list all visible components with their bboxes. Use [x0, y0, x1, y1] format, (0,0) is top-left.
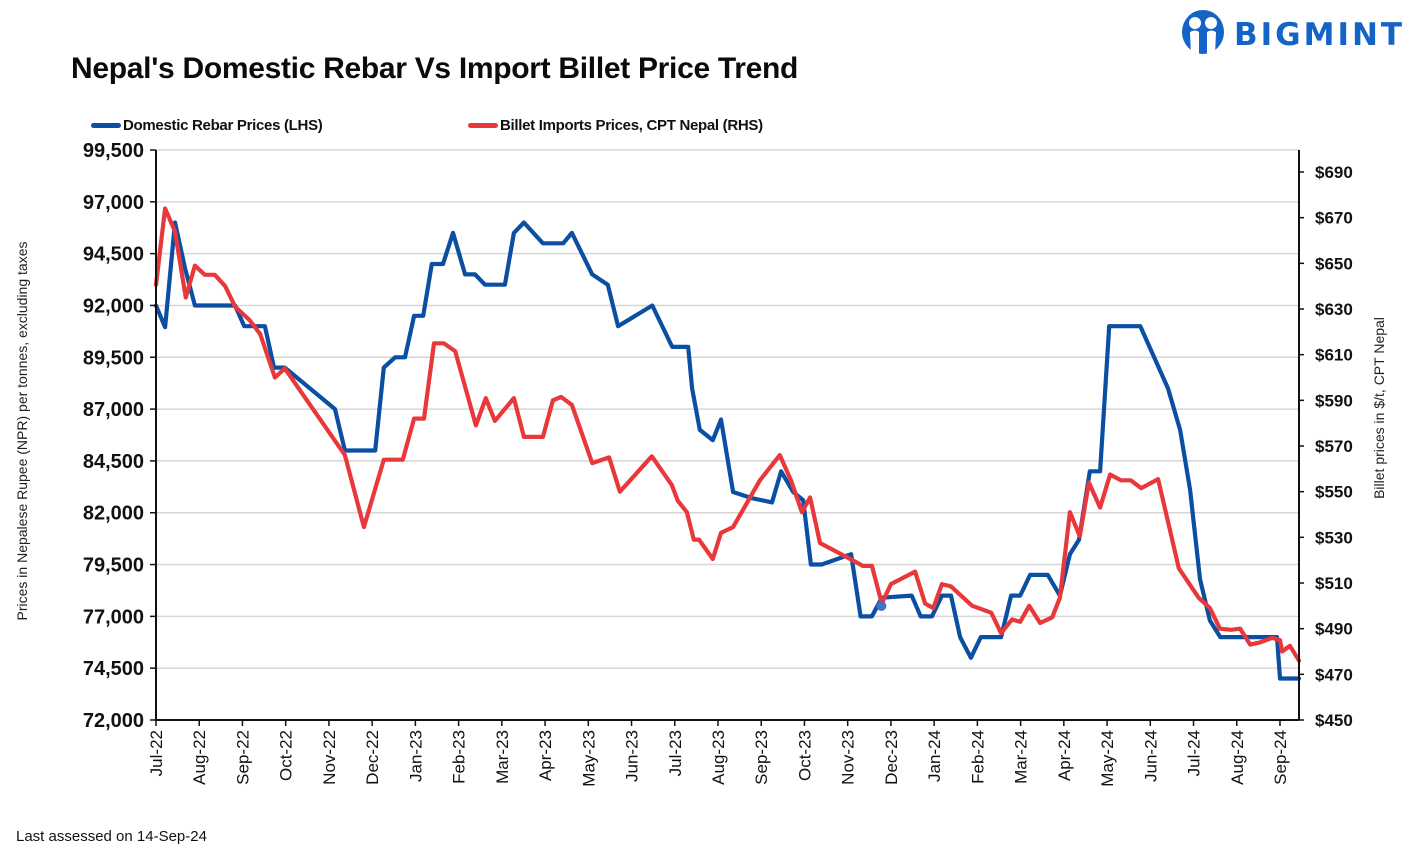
brand-logo: BIGMINT	[1180, 6, 1405, 64]
x-tick-label: May-23	[579, 730, 598, 787]
left-tick-label: 92,000	[83, 295, 144, 317]
chart-title: Nepal's Domestic Rebar Vs Import Billet …	[71, 52, 799, 85]
right-tick-label: $530	[1315, 528, 1353, 547]
left-tick-label: 94,500	[83, 244, 144, 266]
left-tick-label: 99,500	[83, 140, 144, 162]
right-tick-label: $630	[1315, 300, 1353, 319]
left-tick-label: 84,500	[83, 451, 144, 473]
right-tick-label: $450	[1315, 711, 1353, 730]
left-tick-label: 87,000	[83, 399, 144, 421]
x-tick-label: Jun-23	[623, 730, 642, 782]
x-tick-label: Dec-23	[882, 730, 901, 785]
x-tick-label: Apr-23	[536, 730, 555, 781]
x-tick-label: Mar-23	[493, 730, 512, 784]
left-tick-label: 79,500	[83, 555, 144, 577]
legend-item-rebar: Domestic Rebar Prices (LHS)	[91, 117, 323, 134]
x-tick-label: Aug-24	[1228, 730, 1247, 785]
x-tick-label: Nov-22	[320, 730, 339, 785]
left-tick-label: 74,500	[83, 658, 144, 680]
gridlines	[156, 149, 1299, 669]
x-tick-label: May-24	[1098, 730, 1117, 787]
right-axis-title: Billet prices in $/t, CPT Nepal	[1371, 317, 1387, 499]
left-tick-label: 97,000	[83, 192, 144, 214]
right-tick-label: $470	[1315, 665, 1353, 684]
series-lines	[153, 206, 1302, 681]
right-tick-label: $690	[1315, 163, 1353, 182]
left-tick-label: 77,000	[83, 606, 144, 628]
x-tick-label: Sep-22	[233, 730, 252, 785]
x-tick-label: Feb-23	[450, 730, 469, 784]
right-tick-label: $610	[1315, 346, 1353, 365]
right-tick-label: $510	[1315, 574, 1353, 593]
x-tick-label: Feb-24	[968, 730, 987, 784]
right-tick-label: $650	[1315, 254, 1353, 273]
right-axis-ticks: $450 $470 $490 $510 $530 $550 $570 $590 $610 $630…	[1299, 163, 1353, 730]
x-tick-label: Nov-23	[839, 730, 858, 785]
x-tick-label: Jan-23	[406, 730, 425, 782]
x-tick-label: Jan-24	[925, 730, 944, 782]
legend-item-billet: Billet Imports Prices, CPT Nepal (RHS)	[468, 117, 763, 134]
legend-label-rebar: Domestic Rebar Prices (LHS)	[123, 117, 323, 134]
x-tick-label: Jul-24	[1185, 730, 1204, 776]
x-tick-label: Mar-24	[1012, 730, 1031, 784]
axes	[155, 150, 1300, 721]
x-tick-label: Oct-23	[795, 730, 814, 781]
billet-price-line	[153, 206, 1302, 663]
x-tick-label: Oct-22	[277, 730, 296, 781]
x-axis-ticks: Jul-22 Aug-22 Sep-22 Oct-22 Nov-22 Dec-22 Jan-…	[147, 720, 1290, 787]
bigmint-logo-icon	[1182, 10, 1224, 60]
left-tick-label: 82,000	[83, 503, 144, 525]
right-tick-label: $570	[1315, 437, 1353, 456]
x-tick-label: Aug-22	[190, 730, 209, 785]
right-tick-label: $490	[1315, 620, 1353, 639]
right-tick-label: $590	[1315, 391, 1353, 410]
right-tick-label: $670	[1315, 209, 1353, 228]
x-tick-label: Dec-22	[363, 730, 382, 785]
rebar-price-line	[153, 220, 1302, 681]
highlight-marker	[876, 601, 887, 611]
left-axis-ticks: 72,000 74,500 77,000 79,500 82,000 84,500 87,0…	[83, 140, 156, 732]
x-tick-label: Sep-24	[1271, 730, 1290, 785]
legend-swatch-rebar	[91, 123, 121, 128]
x-tick-label: Sep-23	[752, 730, 771, 785]
left-axis-title: Prices in Nepalese Rupee (NPR) per tonne…	[14, 242, 30, 621]
brand-name: BIGMINT	[1234, 17, 1405, 53]
left-tick-label: 72,000	[83, 710, 144, 732]
last-assessed-note: Last assessed on 14-Sep-24	[16, 828, 207, 845]
chart-legend: Domestic Rebar Prices (LHS) Billet Impor…	[0, 117, 1405, 137]
x-tick-label: Apr-24	[1055, 730, 1074, 781]
x-tick-label: Aug-23	[709, 730, 728, 785]
x-tick-label: Jul-23	[666, 730, 685, 776]
x-tick-label: Jun-24	[1141, 730, 1160, 782]
x-tick-label: Jul-22	[147, 730, 166, 776]
right-tick-label: $550	[1315, 483, 1353, 502]
legend-swatch-billet	[468, 123, 498, 128]
legend-label-billet: Billet Imports Prices, CPT Nepal (RHS)	[500, 117, 763, 134]
left-tick-label: 89,500	[83, 347, 144, 369]
